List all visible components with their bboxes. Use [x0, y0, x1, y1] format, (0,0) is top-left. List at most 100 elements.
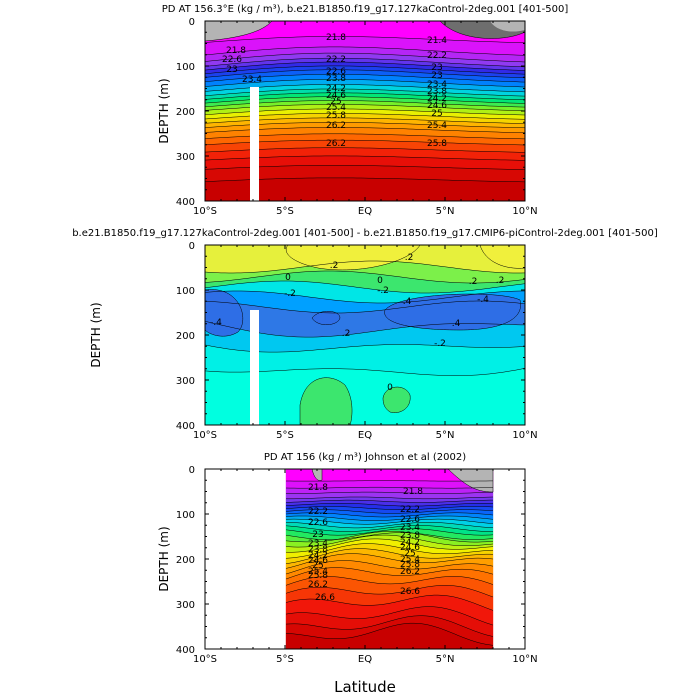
panel-2: b.e21.B1850.f19_g17.127kaControl-2deg.00… [72, 228, 658, 441]
panel-2-ylabel: DEPTH (m) [89, 302, 103, 367]
contour-line [205, 46, 525, 56]
contour-label: 24.6 [308, 556, 328, 566]
contour-label: 23.8 [427, 87, 447, 97]
panel-1: PD AT 156.3°E (kg / m³), b.e21.B1850.f19… [157, 4, 568, 217]
contour-line [285, 560, 494, 575]
contour-label: 25.4 [326, 103, 346, 113]
contour-line [285, 538, 494, 553]
contour-line [285, 553, 494, 569]
contour-line [285, 528, 494, 536]
light-water-patch [490, 21, 525, 32]
contour-label: 23.8 [326, 74, 346, 84]
x-tick-label: 5°N [436, 430, 455, 441]
contour-label: 24.2 [326, 84, 346, 94]
contour-line [285, 503, 493, 507]
contour-line [285, 499, 493, 503]
panel-3-ticks: 10°S 5°S EQ 5°N 10°N 0 100 200 300 400 [176, 465, 538, 665]
contour-label: 22.2 [326, 55, 346, 65]
contour-label: -.2 [284, 289, 296, 299]
contour-label: -.4 [210, 318, 222, 328]
contour-label: 23 [431, 71, 442, 81]
contour-label: 23.8 [308, 545, 328, 555]
contour-line [286, 491, 494, 494]
contour-label: 21.8 [226, 46, 246, 56]
x-tick-label: 10°S [193, 206, 217, 217]
contour-label: .2 [330, 261, 339, 271]
y-tick-label: 400 [176, 645, 195, 656]
y-tick-label: 200 [176, 331, 195, 342]
contour-line [285, 567, 494, 580]
x-tick-label: 5°N [436, 206, 455, 217]
contour-label: 24.6 [326, 91, 346, 101]
panel-1-land-mask [250, 87, 259, 201]
contour-label: 23.4 [400, 523, 420, 533]
contour-label: 21.8 [403, 487, 423, 497]
contour-line [285, 522, 494, 529]
panel-1-title: PD AT 156.3°E (kg / m³), b.e21.B1850.f19… [162, 4, 569, 15]
anomaly-patch [382, 386, 411, 413]
panel-2-ticks: 10°S 5°S EQ 5°N 10°N 0 100 200 300 400 [176, 241, 538, 441]
contour-line [285, 512, 494, 518]
contour-line [285, 531, 494, 543]
contour-line [285, 622, 494, 646]
x-tick-label: 5°S [276, 206, 294, 217]
panel-2-title: b.e21.B1850.f19_g17.127kaControl-2deg.00… [72, 228, 658, 239]
x-tick-label: 5°S [276, 430, 294, 441]
contour-line [285, 509, 494, 514]
contour-label: 23.4 [308, 539, 328, 549]
contour-line [205, 280, 525, 294]
contour-label: 26.2 [326, 121, 346, 131]
y-tick-label: 0 [189, 241, 195, 252]
contour-label: 25.4 [400, 555, 420, 565]
contour-label: 25 [312, 561, 323, 571]
panel-3-ylabel: DEPTH (m) [157, 526, 171, 591]
light-water-patch [311, 469, 323, 481]
y-tick-label: 100 [176, 62, 195, 73]
contour-line [286, 496, 494, 500]
contour-label: .4 [403, 297, 412, 307]
contour-label: .2 [342, 329, 351, 339]
x-tick-label: 10°S [193, 654, 217, 665]
y-tick-label: 300 [176, 376, 195, 387]
contour-label: 24.6 [427, 101, 447, 111]
contour-label: 23 [312, 530, 323, 540]
contour-label: 21.8 [308, 483, 328, 493]
contour-label: 21.4 [427, 36, 447, 46]
y-tick-label: 300 [176, 152, 195, 163]
x-axis-label: Latitude [334, 678, 396, 696]
contour-line [285, 594, 494, 611]
contour-label: 24.6 [400, 543, 420, 553]
contour-line [205, 79, 525, 88]
contour-label: 24.2 [427, 94, 447, 104]
contour-line [285, 486, 494, 489]
contour-label: 22.6 [326, 67, 346, 77]
contour-label: -.4 [477, 295, 489, 305]
contour-label: 22.6 [400, 515, 420, 525]
contour-line [285, 585, 494, 598]
contour-line [205, 65, 525, 75]
contour-line [205, 61, 525, 71]
panel-3-contours [285, 480, 494, 646]
contour-label: 22.2 [400, 505, 420, 515]
contour-label: .2 [405, 253, 414, 263]
contour-line [285, 525, 493, 532]
y-tick-label: 400 [176, 197, 195, 208]
contour-line [205, 52, 525, 63]
positive-anomaly-patch [479, 245, 525, 269]
contour-label: 23.4 [242, 75, 262, 85]
negative-anomaly-patch [205, 289, 244, 337]
contour-label: .2 [496, 276, 505, 286]
panel-1-ylabel: DEPTH (m) [157, 78, 171, 143]
contour-line [205, 69, 525, 79]
anomaly-patch [299, 377, 353, 425]
contour-line [285, 548, 494, 564]
contour-label: 24.2 [400, 538, 420, 548]
panel-3-title: PD AT 156 (kg / m³) Johnson et al (2002) [264, 452, 466, 463]
contour-label: -.2 [377, 286, 389, 296]
y-tick-label: 100 [176, 286, 195, 297]
contour-label: 22.6 [222, 55, 242, 65]
contour-label: 25 [431, 109, 442, 119]
y-tick-label: 100 [176, 510, 195, 521]
